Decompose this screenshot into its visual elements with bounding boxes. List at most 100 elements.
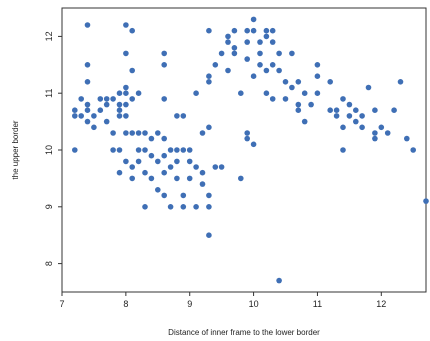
data-point: [103, 101, 110, 108]
data-point: [155, 158, 161, 165]
x-axis-title: Distance of inner frame to the lower bor…: [168, 328, 320, 337]
y-axis-ticks: 8 9 10 11 12: [44, 31, 62, 266]
data-point: [289, 84, 295, 91]
data-point: [269, 62, 276, 68]
data-point: [116, 90, 123, 96]
data-point: [346, 101, 353, 108]
data-point: [257, 50, 263, 57]
data-point: [129, 164, 135, 170]
data-point: [161, 192, 167, 199]
x-tick-label: 8: [123, 299, 128, 309]
data-point: [180, 147, 187, 153]
data-point: [135, 130, 142, 136]
data-point: [231, 45, 238, 51]
data-point: [161, 96, 167, 102]
data-point: [295, 79, 302, 85]
data-point: [199, 130, 206, 136]
data-point: [384, 130, 391, 136]
data-point: [142, 147, 148, 153]
data-point: [97, 96, 104, 102]
data-point: [84, 118, 91, 125]
x-axis-ticks: 7 8 9 10 11 12: [59, 292, 386, 309]
data-point: [123, 90, 129, 96]
data-point: [161, 152, 167, 159]
data-point: [257, 39, 263, 45]
data-point: [301, 90, 308, 96]
data-point: [78, 113, 84, 119]
data-point: [212, 164, 219, 170]
data-point: [193, 164, 199, 170]
data-point: [135, 158, 142, 165]
data-point: [110, 147, 116, 153]
data-point: [174, 113, 180, 119]
data-point: [97, 107, 104, 113]
data-point: [295, 107, 302, 113]
data-point: [353, 107, 359, 113]
data-point: [206, 204, 212, 210]
data-point: [72, 147, 78, 153]
data-point: [161, 62, 167, 68]
data-point: [135, 147, 142, 153]
data-point: [250, 16, 257, 23]
data-point: [199, 169, 206, 176]
data-point: [84, 101, 91, 108]
data-point: [410, 147, 417, 153]
data-point: [276, 277, 282, 284]
data-point: [372, 130, 378, 136]
data-point: [91, 124, 97, 131]
data-point: [378, 124, 385, 131]
data-point: [193, 204, 199, 210]
x-tick-label: 11: [313, 299, 322, 309]
x-tick-label: 7: [59, 299, 64, 309]
data-point: [91, 113, 97, 119]
data-point: [250, 73, 257, 79]
data-point: [186, 175, 193, 182]
data-point: [250, 141, 257, 148]
data-point: [155, 130, 161, 136]
data-point: [308, 101, 314, 108]
data-point: [84, 107, 91, 113]
data-point: [123, 158, 129, 165]
data-point: [244, 56, 250, 62]
data-point: [263, 27, 270, 34]
data-point: [276, 50, 282, 57]
data-point: [397, 79, 404, 85]
data-point: [72, 113, 78, 119]
data-point: [123, 101, 129, 108]
data-point: [103, 118, 110, 125]
data-point: [365, 84, 372, 91]
data-point: [276, 67, 282, 74]
data-point: [148, 175, 155, 182]
data-point: [206, 192, 212, 199]
data-point: [103, 96, 110, 102]
plot-frame: [61, 7, 427, 293]
data-point: [186, 158, 193, 165]
data-point: [193, 90, 199, 96]
data-point: [174, 175, 180, 182]
data-point: [372, 135, 378, 142]
data-point: [244, 130, 250, 136]
data-point: [359, 124, 365, 131]
data-point: [199, 181, 206, 187]
x-tick-label: 9: [187, 299, 192, 309]
data-point: [206, 79, 212, 85]
data-point: [282, 96, 289, 102]
data-point: [161, 50, 167, 57]
data-point: [314, 73, 321, 79]
data-point: [333, 113, 340, 119]
data-point: [116, 113, 123, 119]
data-point: [238, 175, 244, 182]
x-tick-label: 12: [376, 299, 386, 309]
data-point: [167, 147, 174, 153]
data-point: [180, 113, 187, 119]
data-point: [167, 204, 174, 210]
y-tick-label: 11: [44, 89, 54, 98]
data-point: [123, 22, 129, 28]
data-point: [218, 164, 225, 170]
data-point: [84, 62, 91, 68]
data-point: [359, 113, 365, 119]
data-point: [244, 135, 250, 142]
data-point: [231, 27, 238, 34]
data-point: [372, 107, 378, 113]
